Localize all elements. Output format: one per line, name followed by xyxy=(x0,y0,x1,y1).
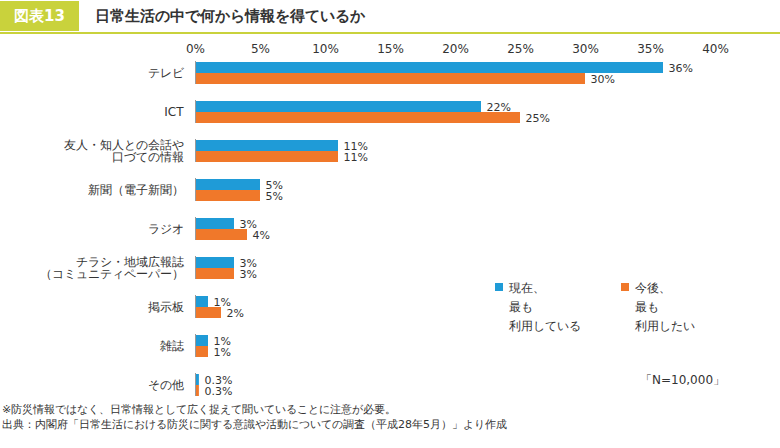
svg-text:40%: 40% xyxy=(702,42,729,56)
svg-text:35%: 35% xyxy=(637,42,664,56)
svg-text:テレビ: テレビ xyxy=(148,66,185,80)
svg-text:2%: 2% xyxy=(227,307,244,320)
html-text:日常生活の中で何から情報を得ているか: 日常生活の中で何から情報を得ているか xyxy=(94,6,365,25)
svg-text:5%: 5% xyxy=(251,42,270,56)
html-text:現在、 最も 利用している: 現在、 最も 利用している xyxy=(509,281,581,333)
svg-text:30%: 30% xyxy=(591,73,615,86)
svg-text:0%: 0% xyxy=(186,42,205,56)
svg-text:1%: 1% xyxy=(213,334,231,348)
svg-text:ラジオ: ラジオ xyxy=(148,222,184,236)
svg-text:友人・知人との会話や口づての情報: 友人・知人との会話や口づての情報 xyxy=(64,138,184,164)
svg-text:15%: 15% xyxy=(377,42,404,56)
svg-text:3%: 3% xyxy=(239,217,257,231)
html-text:図表13: 図表13 xyxy=(14,7,65,25)
svg-text:雑誌: 雑誌 xyxy=(160,339,184,353)
svg-text:20%: 20% xyxy=(442,42,469,56)
svg-text:5%: 5% xyxy=(265,178,283,192)
svg-text:3%: 3% xyxy=(240,268,257,281)
svg-text:0.3%: 0.3% xyxy=(204,373,233,387)
svg-text:1%: 1% xyxy=(213,295,231,309)
svg-text:新聞（電子新聞）: 新聞（電子新聞） xyxy=(88,183,184,197)
svg-text:ICT: ICT xyxy=(164,105,184,119)
svg-text:11%: 11% xyxy=(344,151,368,164)
svg-text:3%: 3% xyxy=(239,256,257,270)
svg-text:0.3%: 0.3% xyxy=(204,385,232,398)
svg-text:30%: 30% xyxy=(572,42,599,56)
html-text:※防災情報ではなく、日常情報として広く捉えて聞いていることに: ※防災情報ではなく、日常情報として広く捉えて聞いていることに注意が必要。 xyxy=(2,403,397,416)
html-text:「N=10,000」: 「N=10,000」 xyxy=(640,373,725,387)
svg-text:チラシ・地域広報誌（コミュニティペーパー）: チラシ・地域広報誌（コミュニティペーパー） xyxy=(40,255,184,281)
svg-text:11%: 11% xyxy=(343,139,368,153)
svg-text:36%: 36% xyxy=(669,62,693,75)
svg-text:掲示板: 掲示板 xyxy=(148,300,184,314)
svg-text:4%: 4% xyxy=(253,229,270,242)
svg-text:1%: 1% xyxy=(214,346,231,359)
html-text:今後、 最も 利用したい: 今後、 最も 利用したい xyxy=(635,281,695,333)
svg-text:25%: 25% xyxy=(526,112,550,125)
svg-text:10%: 10% xyxy=(312,42,339,56)
svg-text:その他: その他 xyxy=(148,378,184,392)
svg-text:5%: 5% xyxy=(266,190,283,203)
svg-text:22%: 22% xyxy=(487,101,511,114)
html-text:出典：内閣府「日常生活における防災に関する意識や活動について: 出典：内閣府「日常生活における防災に関する意識や活動についての調査（平成28年5… xyxy=(2,418,507,431)
svg-text:25%: 25% xyxy=(507,42,534,56)
